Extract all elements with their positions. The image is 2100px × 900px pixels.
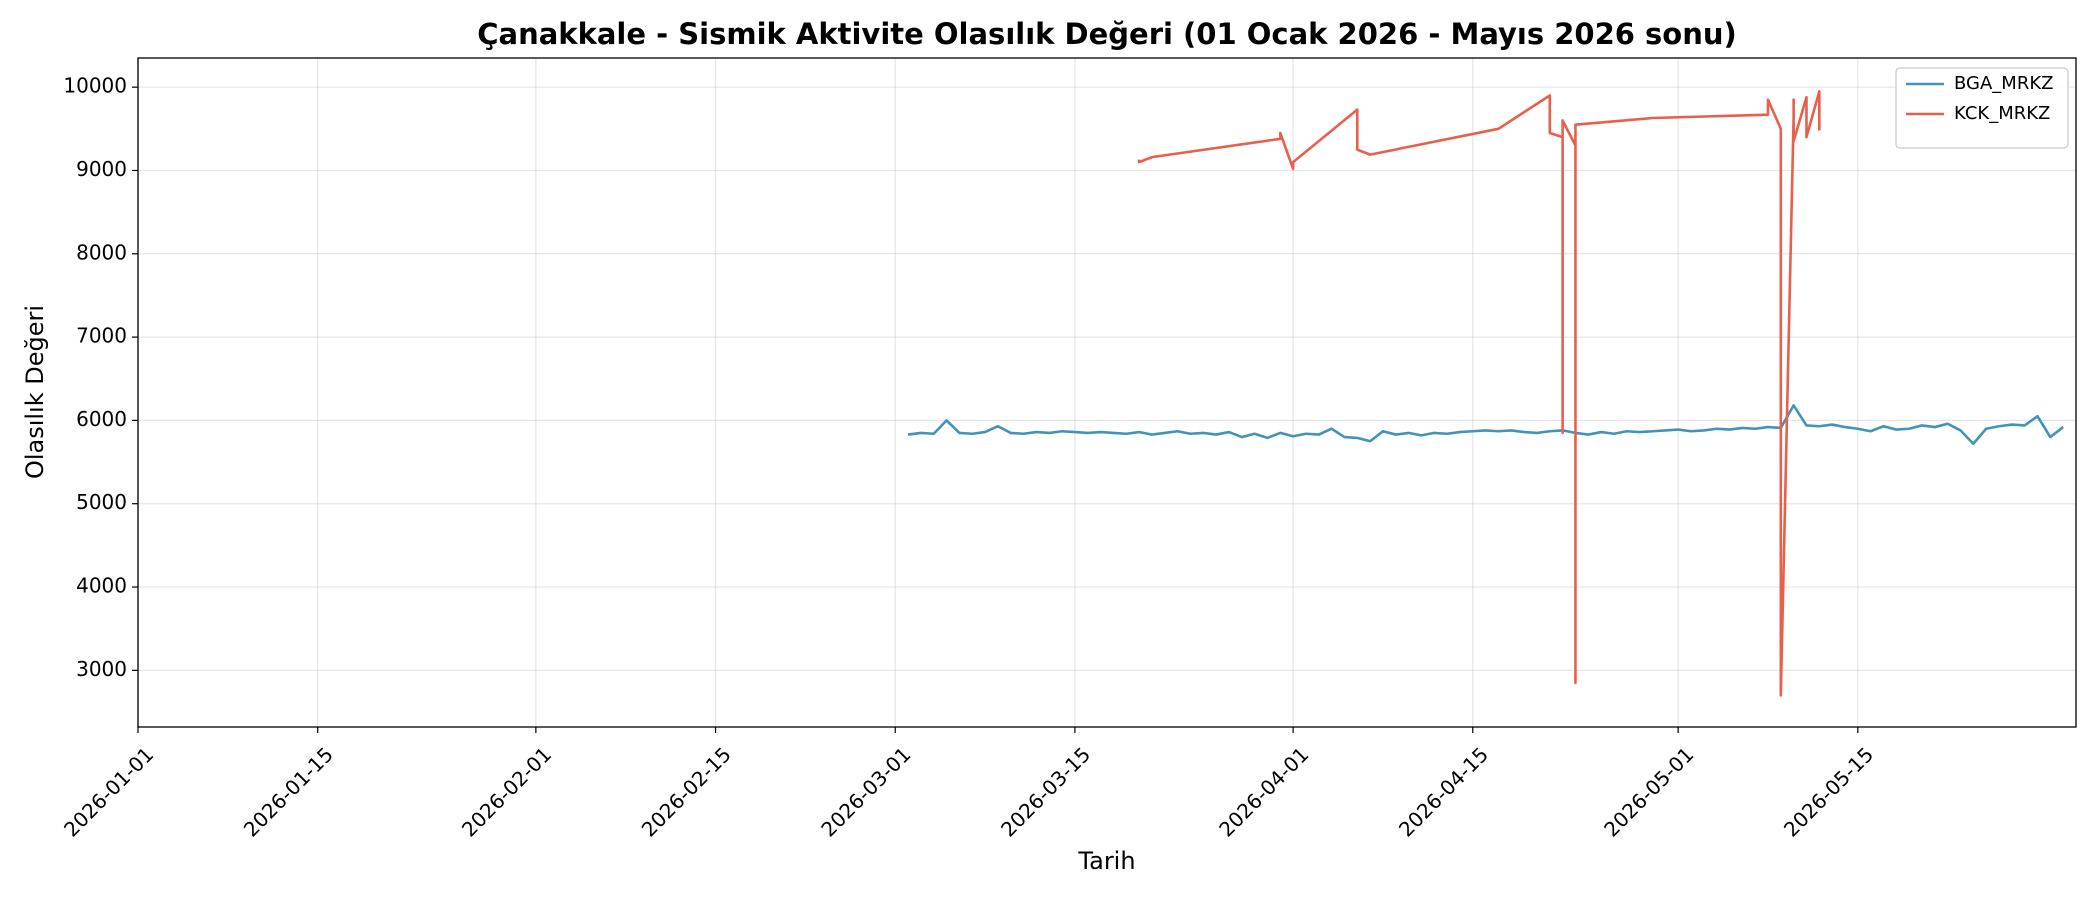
- legend: BGA_MRKZ KCK_MRKZ: [1895, 67, 2069, 149]
- y-tick-label: 8000: [76, 240, 127, 264]
- data-line: [1137, 90, 1821, 697]
- x-tick-label: 2026-03-15: [996, 742, 1095, 841]
- data-line: [907, 404, 2064, 446]
- x-tick-label: 2026-05-01: [1599, 742, 1698, 841]
- y-tick-label: 7000: [76, 324, 127, 348]
- x-tick-label: 2026-02-15: [637, 742, 736, 841]
- plot-frame: [137, 57, 2077, 728]
- legend-label: KCK_MRKZ: [1954, 103, 2050, 124]
- legend-box: [1895, 67, 2069, 149]
- y-tick-label: 10000: [63, 74, 127, 98]
- y-tick-label: 9000: [76, 157, 127, 181]
- x-tick-label: 2026-05-15: [1779, 742, 1878, 841]
- x-tick-label: 2026-04-15: [1394, 742, 1493, 841]
- y-tick-label: 3000: [76, 657, 127, 681]
- x-tick-label: 2026-01-15: [239, 742, 338, 841]
- y-axis-label: Olasılık Değeri: [21, 305, 49, 479]
- y-tick-label: 6000: [76, 407, 127, 431]
- x-tick-label: 2026-03-01: [816, 742, 915, 841]
- x-tick-label: 2026-01-01: [59, 742, 158, 841]
- x-tick-label: 2026-02-01: [457, 742, 556, 841]
- y-tick-label: 4000: [76, 574, 127, 598]
- x-tick-label: 2026-04-01: [1214, 742, 1313, 841]
- legend-label: BGA_MRKZ: [1954, 73, 2053, 94]
- y-tick-label: 5000: [76, 490, 127, 514]
- grid: [137, 58, 2076, 727]
- x-axis-label: Tarih: [1077, 847, 1135, 875]
- chart-title: Çanakkale - Sismik Aktivite Olasılık Değ…: [477, 17, 1737, 51]
